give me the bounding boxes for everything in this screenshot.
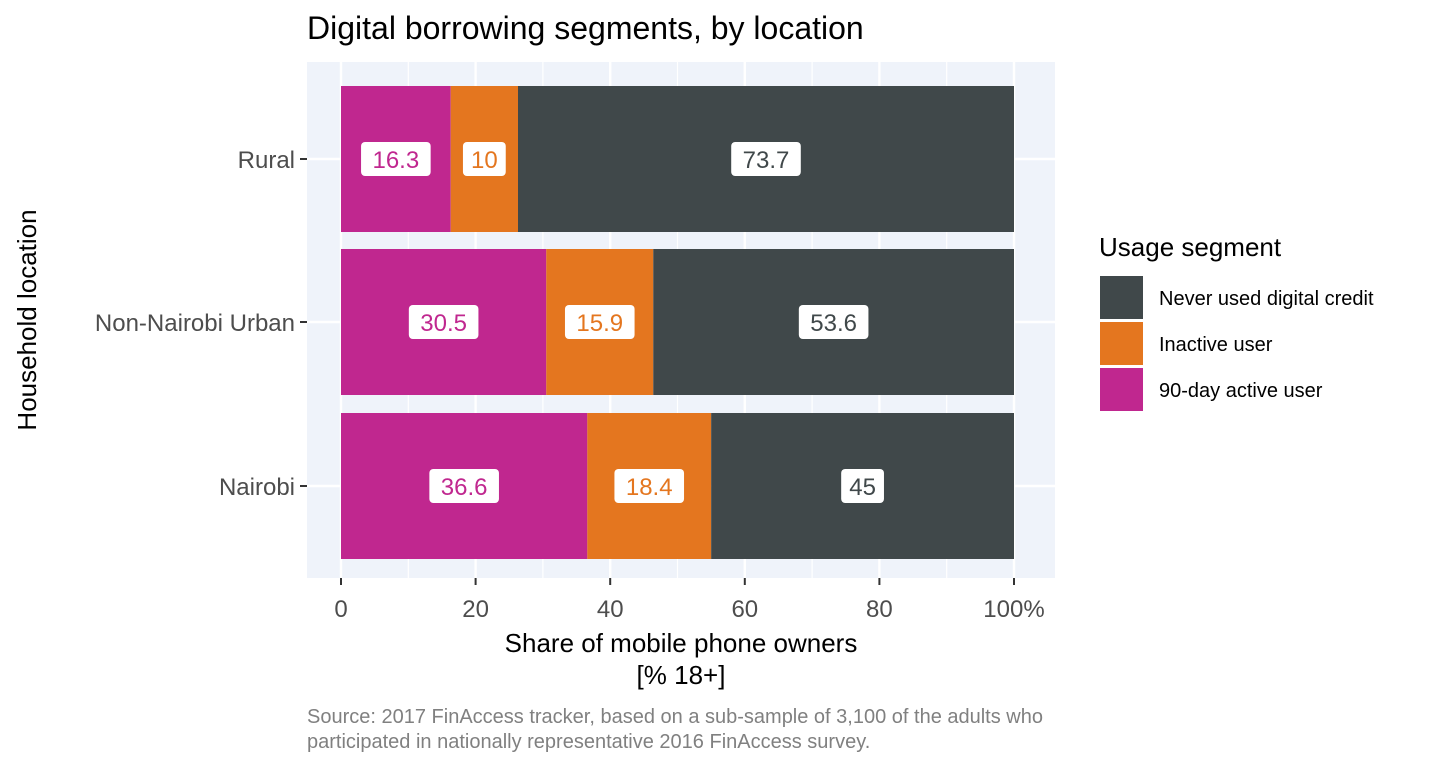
x-axis-title-line2: [% 18+]: [637, 660, 726, 690]
caption-line1: Source: 2017 FinAccess tracker, based on…: [307, 706, 1043, 728]
legend: Usage segment Never used digital credit I…: [1099, 232, 1374, 411]
legend-item-label: Inactive user: [1159, 334, 1273, 356]
x-axis: 0 20 40 60 80 100%: [334, 578, 1045, 623]
caption-line2: participated in nationally representativ…: [307, 731, 870, 753]
data-label: 15.9: [576, 310, 623, 337]
data-label: 10: [471, 147, 498, 174]
data-label: 45: [849, 474, 876, 501]
data-label-box: [614, 469, 685, 503]
legend-item-label: 90-day active user: [1159, 380, 1323, 402]
data-label-box: [429, 469, 499, 503]
data-label-box: [462, 142, 506, 176]
x-tick-label: 0: [334, 596, 347, 623]
data-label-box: [841, 469, 884, 503]
legend-swatch: [1100, 322, 1143, 365]
x-tick-label: 80: [866, 596, 893, 623]
data-label-box: [731, 142, 801, 176]
x-tick-label: 100%: [983, 596, 1044, 623]
y-axis-title: Household location: [12, 209, 42, 430]
x-tick-label: 60: [731, 596, 758, 623]
data-label-box: [361, 142, 431, 176]
data-label-box: [564, 305, 635, 339]
chart-title: Digital borrowing segments, by location: [307, 10, 864, 46]
x-tick-label: 40: [597, 596, 624, 623]
data-label: 73.7: [743, 147, 790, 174]
legend-swatch: [1100, 368, 1143, 411]
y-axis: Rural Non-Nairobi Urban Nairobi: [95, 147, 307, 501]
y-tick-label: Non-Nairobi Urban: [95, 310, 295, 337]
data-label: 18.4: [626, 474, 673, 501]
legend-title: Usage segment: [1099, 232, 1282, 262]
x-axis-title-line1: Share of mobile phone owners: [505, 628, 858, 658]
data-label-box: [798, 305, 869, 339]
data-label: 53.6: [810, 310, 857, 337]
data-labels: 16.3 10 73.7 30.5 15.9 53.6 36.6 18.4 45: [361, 142, 884, 503]
legend-item-label: Never used digital credit: [1159, 288, 1374, 310]
y-tick-label: Nairobi: [219, 474, 295, 501]
data-label: 36.6: [441, 474, 488, 501]
legend-swatch: [1100, 276, 1143, 319]
data-label: 30.5: [420, 310, 467, 337]
data-label-box: [408, 305, 479, 339]
x-tick-label: 20: [462, 596, 489, 623]
y-tick-label: Rural: [238, 147, 295, 174]
data-label: 16.3: [372, 147, 419, 174]
